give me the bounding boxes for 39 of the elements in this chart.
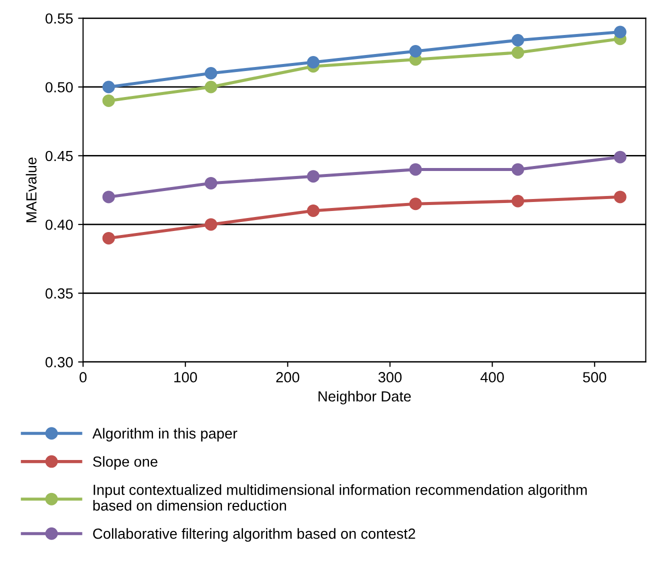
point bbox=[614, 26, 626, 38]
point bbox=[512, 163, 524, 176]
y-tick-label: 0.40 bbox=[46, 220, 73, 230]
point bbox=[409, 44, 422, 58]
legend-label: Slope one bbox=[93, 456, 158, 470]
x-axis-title: Neighbor Date bbox=[318, 390, 411, 404]
point bbox=[409, 198, 422, 210]
x-tick-label: 200 bbox=[276, 372, 300, 382]
point bbox=[204, 218, 218, 231]
y-tick-label: 0.50 bbox=[46, 82, 73, 92]
x-tick-label: 500 bbox=[583, 372, 606, 382]
legend-label: Input contextualized multidimensional information recommendation algorithm based on dimension reduction bbox=[93, 484, 587, 511]
x-tick-label: 100 bbox=[174, 372, 197, 382]
point bbox=[614, 150, 626, 164]
point bbox=[204, 66, 218, 80]
point bbox=[102, 80, 115, 94]
x-tick-label: 400 bbox=[480, 372, 504, 382]
x-tick-label: 300 bbox=[378, 372, 402, 382]
y-tick-label: 0.45 bbox=[46, 150, 73, 162]
legend-label: Algorithm in this paper bbox=[92, 428, 238, 442]
point bbox=[204, 176, 218, 190]
point bbox=[512, 194, 524, 208]
point bbox=[307, 170, 320, 183]
point bbox=[102, 94, 115, 107]
x-tick-label: 0 bbox=[80, 372, 87, 382]
y-tick-label: 0.30 bbox=[46, 357, 73, 368]
point bbox=[204, 80, 218, 94]
point bbox=[307, 204, 320, 217]
y-tick-label: 0.55 bbox=[46, 13, 73, 24]
point bbox=[102, 232, 115, 244]
y-tick-label: 0.35 bbox=[46, 288, 73, 299]
legend-label: Collaborative filtering algorithm based on contest2 bbox=[93, 528, 416, 542]
point bbox=[614, 190, 626, 204]
point bbox=[409, 163, 422, 176]
y-axis-title: MAEvalue bbox=[26, 158, 37, 222]
point bbox=[512, 46, 524, 59]
point bbox=[102, 190, 115, 204]
point bbox=[512, 34, 524, 46]
point bbox=[307, 56, 320, 68]
